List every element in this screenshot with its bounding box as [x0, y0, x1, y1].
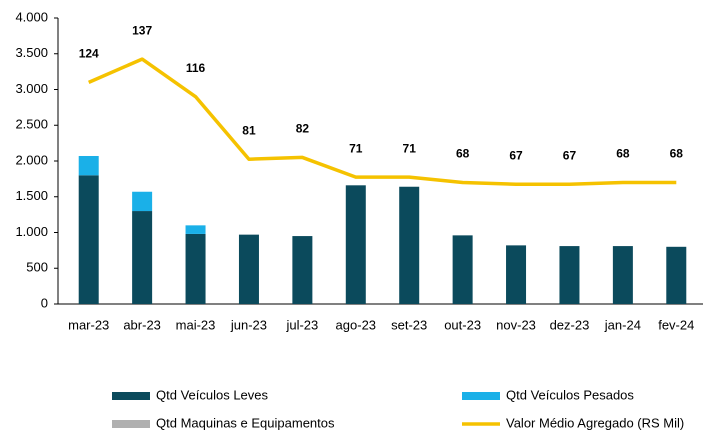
- bar: [78, 175, 99, 304]
- bar: [559, 246, 580, 304]
- x-tick-label: nov-23: [496, 317, 536, 332]
- bar: [185, 233, 206, 304]
- y-tick-label: 500: [26, 260, 48, 275]
- data-label: 71: [403, 141, 417, 155]
- x-tick-label: jul-23: [285, 317, 318, 332]
- y-tick-label: 4.000: [15, 9, 48, 24]
- bar: [185, 225, 206, 234]
- legend-label: Valor Médio Agregado (RS Mil): [506, 415, 684, 430]
- y-tick-label: 1.500: [15, 188, 48, 203]
- bar: [612, 246, 633, 304]
- data-label: 71: [349, 141, 363, 155]
- data-label: 68: [456, 147, 470, 161]
- x-tick-label: mai-23: [176, 317, 216, 332]
- y-tick-label: 3.000: [15, 81, 48, 96]
- bar: [506, 245, 527, 304]
- data-label: 68: [616, 147, 630, 161]
- data-label: 124: [79, 47, 99, 61]
- bar: [666, 246, 687, 304]
- bar: [238, 234, 259, 304]
- x-tick-label: mar-23: [68, 317, 109, 332]
- y-tick-label: 3.500: [15, 45, 48, 60]
- x-tick-label: jun-23: [230, 317, 267, 332]
- bar: [132, 191, 153, 212]
- y-tick-label: 0: [41, 295, 48, 310]
- x-tick-label: out-23: [444, 317, 481, 332]
- bar: [78, 155, 99, 176]
- data-label: 67: [509, 148, 523, 162]
- data-label: 81: [242, 123, 256, 137]
- x-tick-label: abr-23: [123, 317, 161, 332]
- bar: [452, 235, 473, 304]
- legend-label: Qtd Maquinas e Equipamentos: [156, 415, 335, 430]
- legend-label: Qtd Veículos Pesados: [506, 387, 634, 402]
- x-tick-label: ago-23: [336, 317, 376, 332]
- y-tick-label: 1.000: [15, 224, 48, 239]
- data-label: 82: [296, 122, 310, 136]
- bar: [399, 186, 420, 304]
- bar: [345, 185, 366, 304]
- y-tick-label: 2.000: [15, 152, 48, 167]
- data-label: 116: [186, 61, 206, 75]
- line: [88, 57, 677, 186]
- bar: [132, 211, 153, 304]
- legend-swatch: [462, 392, 500, 400]
- x-tick-label: jan-24: [604, 317, 641, 332]
- x-tick-label: dez-23: [550, 317, 590, 332]
- bar: [292, 236, 313, 304]
- legend-swatch: [112, 420, 150, 428]
- legend-swatch: [112, 392, 150, 400]
- x-tick-label: fev-24: [658, 317, 694, 332]
- x-tick-label: set-23: [391, 317, 427, 332]
- y-tick-label: 2.500: [15, 117, 48, 132]
- data-label: 67: [563, 148, 577, 162]
- data-label: 68: [670, 147, 684, 161]
- data-label: 137: [132, 23, 152, 37]
- legend-label: Qtd Veículos Leves: [156, 387, 269, 402]
